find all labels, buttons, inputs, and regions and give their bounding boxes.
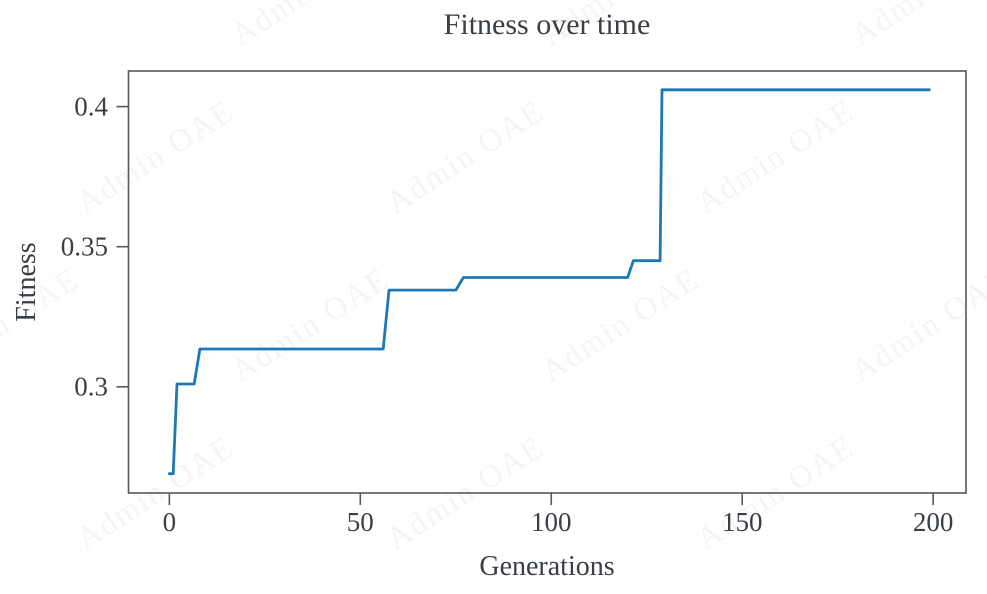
y-tick-label: 0.4 [74,91,108,122]
y-tick-label: 0.35 [60,231,108,262]
y-tick-label: 0.3 [74,371,108,402]
chart-title: Fitness over time [443,8,651,41]
axes-frame [127,70,967,494]
best-fitness-line [167,88,931,476]
x-tick-label: 150 [721,507,763,537]
x-tick-label: 100 [531,507,572,537]
x-tick-label: 0 [162,507,177,537]
x-axis-label: Generations [479,551,615,582]
x-tick-label: 200 [912,507,954,537]
x-tick-label: 50 [346,507,374,537]
